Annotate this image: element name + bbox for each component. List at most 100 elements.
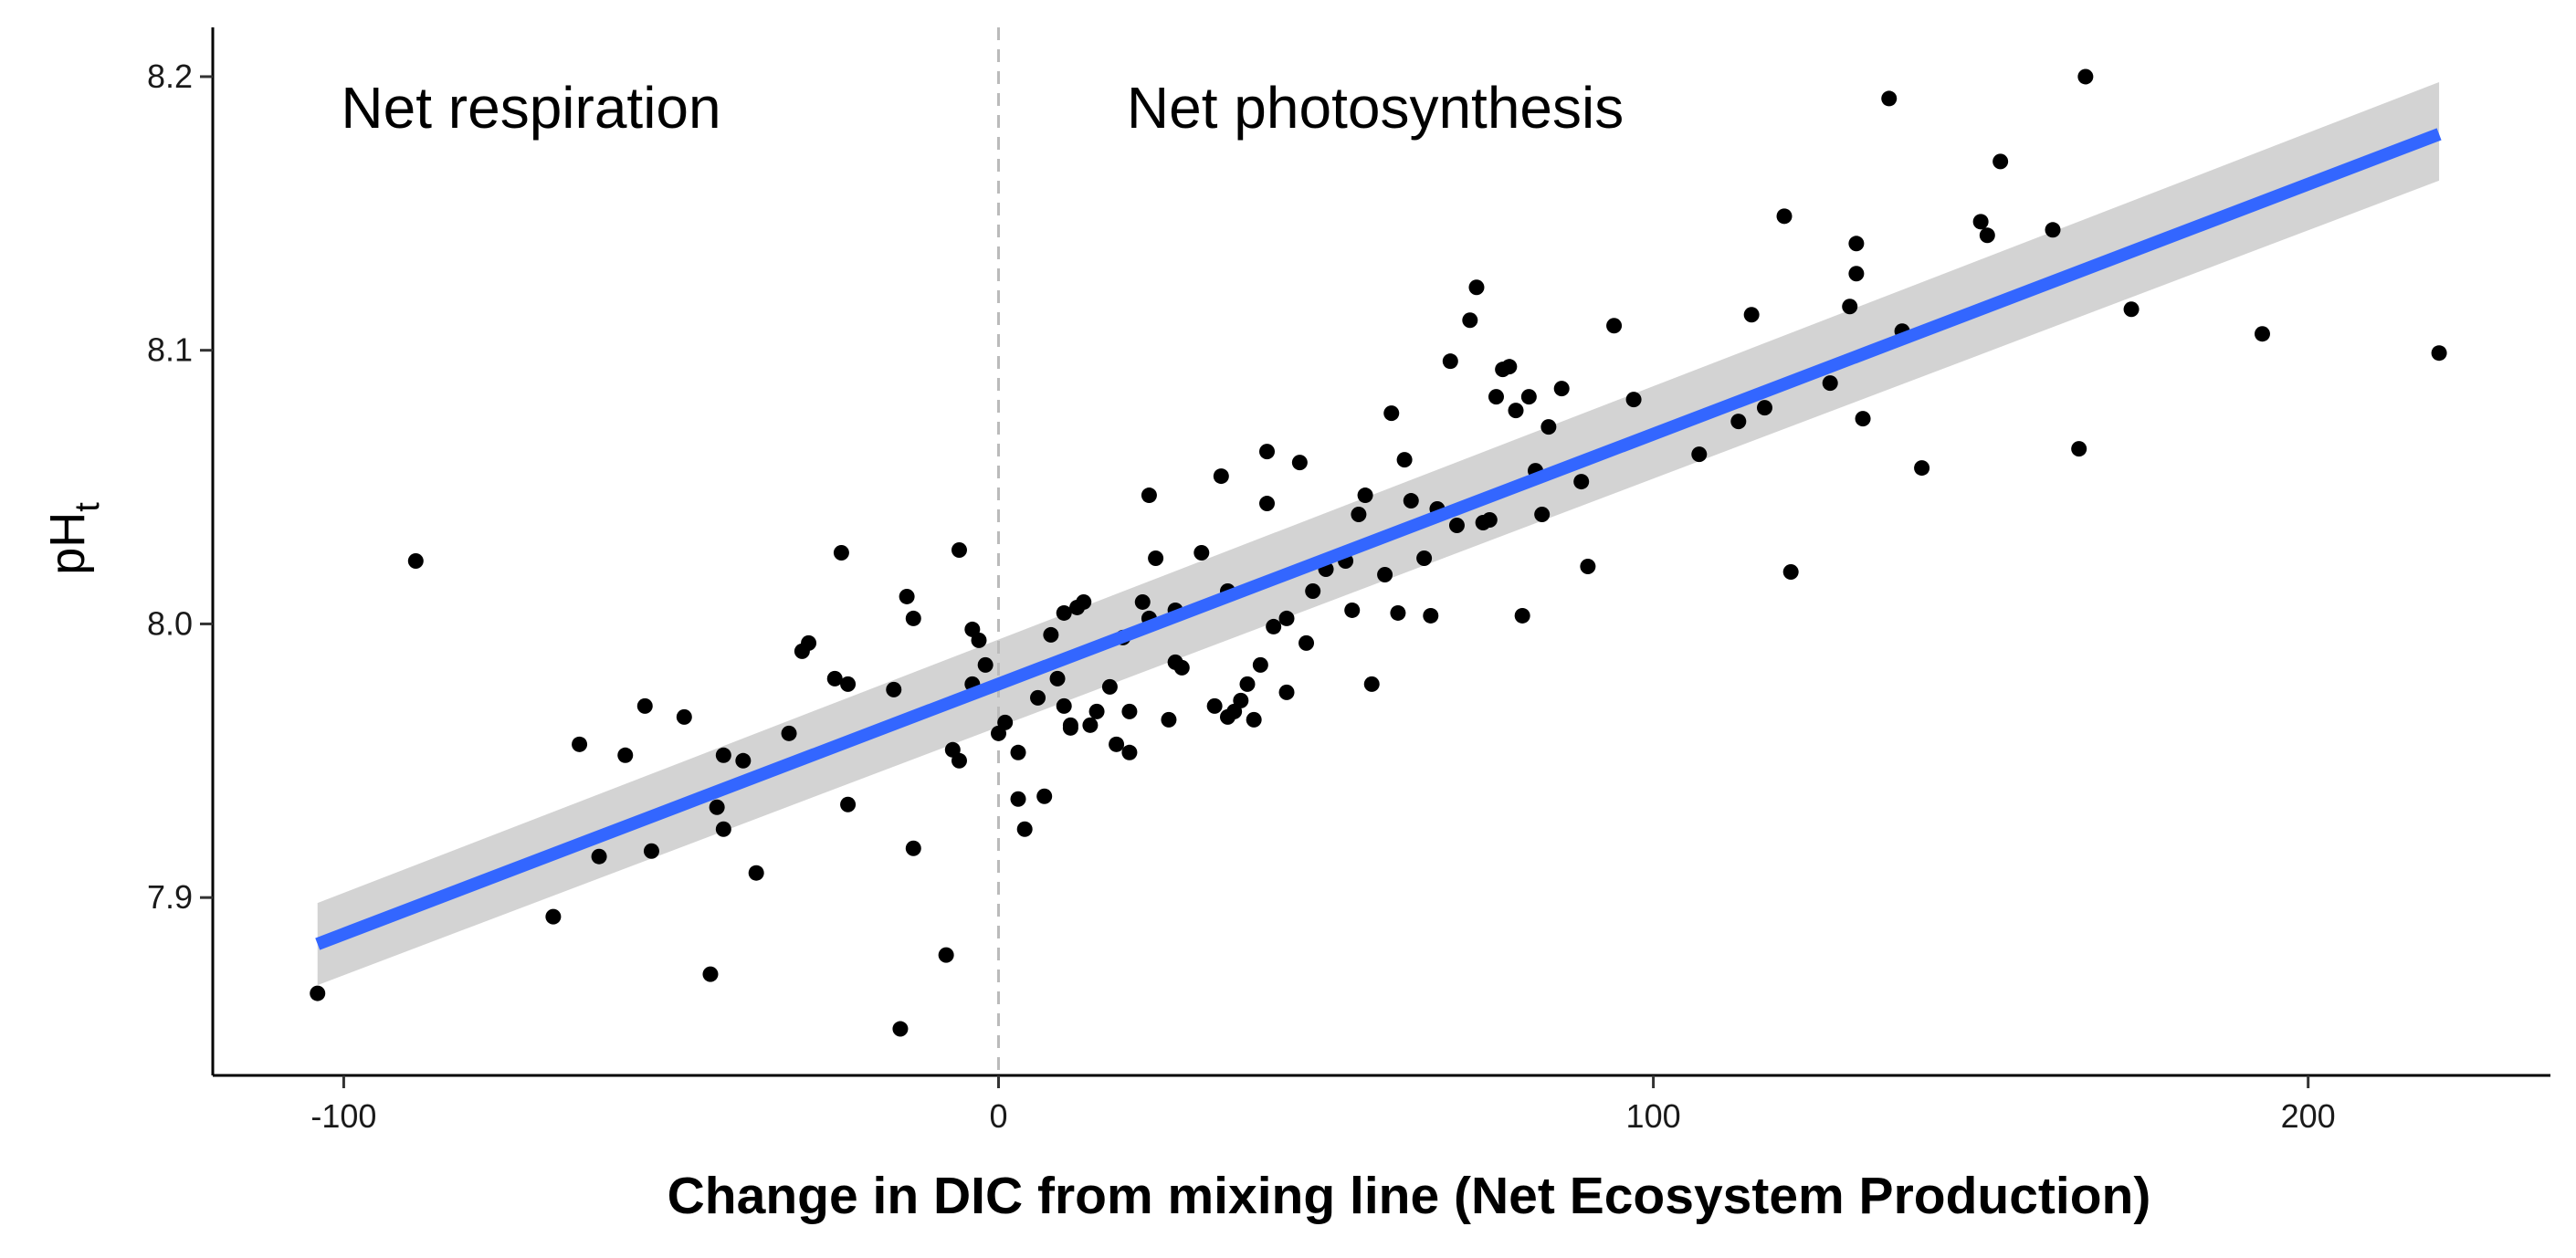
- data-point: [1573, 474, 1590, 490]
- data-point: [1278, 610, 1295, 626]
- data-point: [905, 840, 921, 856]
- data-point: [1109, 736, 1125, 752]
- data-point: [1540, 419, 1557, 435]
- data-point: [715, 747, 731, 763]
- data-point: [1252, 656, 1268, 673]
- data-point: [886, 681, 902, 697]
- data-point: [572, 736, 588, 752]
- x-tick-label: 100: [1626, 1097, 1681, 1135]
- data-point: [1782, 563, 1799, 580]
- data-point: [1173, 659, 1190, 676]
- data-point: [643, 843, 659, 859]
- data-point: [1448, 518, 1465, 534]
- data-point: [1842, 299, 1858, 315]
- data-point: [1049, 670, 1066, 687]
- y-axis-title-subscript: t: [68, 502, 107, 512]
- data-point: [1992, 153, 2009, 170]
- data-point: [899, 588, 915, 604]
- data-point: [1016, 821, 1033, 837]
- data-point: [1010, 791, 1026, 807]
- data-point: [1351, 507, 1367, 523]
- data-point: [1305, 582, 1321, 599]
- plot-area: [310, 27, 2447, 1075]
- data-point: [1776, 208, 1793, 225]
- data-point: [2071, 441, 2087, 457]
- data-point: [1259, 496, 1276, 512]
- data-point: [801, 634, 817, 651]
- data-point: [591, 848, 607, 865]
- data-point: [702, 966, 719, 982]
- data-point: [1396, 452, 1413, 468]
- data-point: [2431, 345, 2447, 362]
- data-point: [748, 865, 764, 881]
- data-point: [1010, 744, 1026, 760]
- data-point: [1756, 400, 1772, 416]
- data-point: [1534, 507, 1551, 523]
- data-point: [709, 799, 725, 815]
- data-point: [2254, 326, 2270, 342]
- data-point: [1481, 512, 1498, 529]
- data-point: [1056, 604, 1072, 621]
- data-point: [1299, 634, 1315, 651]
- data-point: [905, 610, 921, 626]
- data-point: [1344, 602, 1361, 618]
- data-point: [1914, 460, 1930, 477]
- data-point: [1141, 487, 1157, 504]
- data-point: [1062, 717, 1078, 733]
- data-point: [1148, 550, 1164, 566]
- data-point: [1979, 227, 1995, 244]
- annotation-net-respiration: Net respiration: [341, 75, 720, 141]
- data-point: [1357, 487, 1373, 504]
- data-point: [938, 947, 954, 963]
- data-point: [2045, 222, 2061, 238]
- data-point: [971, 632, 987, 648]
- regression-line: [315, 128, 2442, 950]
- data-point: [2077, 68, 2094, 85]
- data-point: [1403, 493, 1419, 509]
- data-point: [1363, 676, 1380, 692]
- data-point: [1076, 593, 1092, 610]
- data-point: [1233, 692, 1249, 708]
- data-point: [1278, 684, 1295, 700]
- data-point: [1520, 389, 1537, 405]
- data-point: [997, 714, 1014, 730]
- data-point: [1377, 566, 1393, 582]
- data-point: [1101, 678, 1118, 695]
- data-point: [1082, 717, 1099, 733]
- data-point: [1193, 544, 1210, 561]
- data-point: [1121, 744, 1138, 760]
- data-point: [1553, 381, 1570, 397]
- data-point: [1514, 607, 1530, 624]
- data-point: [1691, 446, 1708, 463]
- y-tick-label: 8.1: [147, 331, 193, 369]
- data-point: [1468, 279, 1485, 296]
- data-point: [1501, 359, 1518, 375]
- data-point: [1390, 604, 1406, 621]
- y-tick-label: 8.0: [147, 604, 193, 642]
- data-point: [1161, 711, 1177, 728]
- data-point: [1239, 676, 1256, 692]
- data-point: [2123, 301, 2140, 318]
- data-point: [826, 670, 843, 687]
- data-point: [1121, 703, 1138, 719]
- data-point: [1462, 312, 1478, 329]
- data-point: [1580, 558, 1596, 574]
- data-point: [1625, 392, 1642, 408]
- data-point: [310, 985, 326, 1001]
- data-point: [1855, 411, 1871, 427]
- y-tick-label: 8.2: [147, 58, 193, 95]
- data-point: [715, 821, 731, 837]
- data-point: [1730, 414, 1747, 430]
- data-point: [951, 542, 967, 559]
- x-tick-label: 200: [2281, 1097, 2336, 1135]
- x-axis-title: Change in DIC from mixing line (Net Ecos…: [668, 1167, 2151, 1225]
- data-point: [1206, 697, 1223, 714]
- data-point: [407, 552, 424, 569]
- data-point: [1043, 626, 1059, 643]
- data-point: [1606, 318, 1623, 334]
- data-point: [951, 752, 967, 769]
- data-point: [1088, 703, 1105, 719]
- data-point: [1213, 468, 1229, 485]
- data-point: [1488, 389, 1504, 405]
